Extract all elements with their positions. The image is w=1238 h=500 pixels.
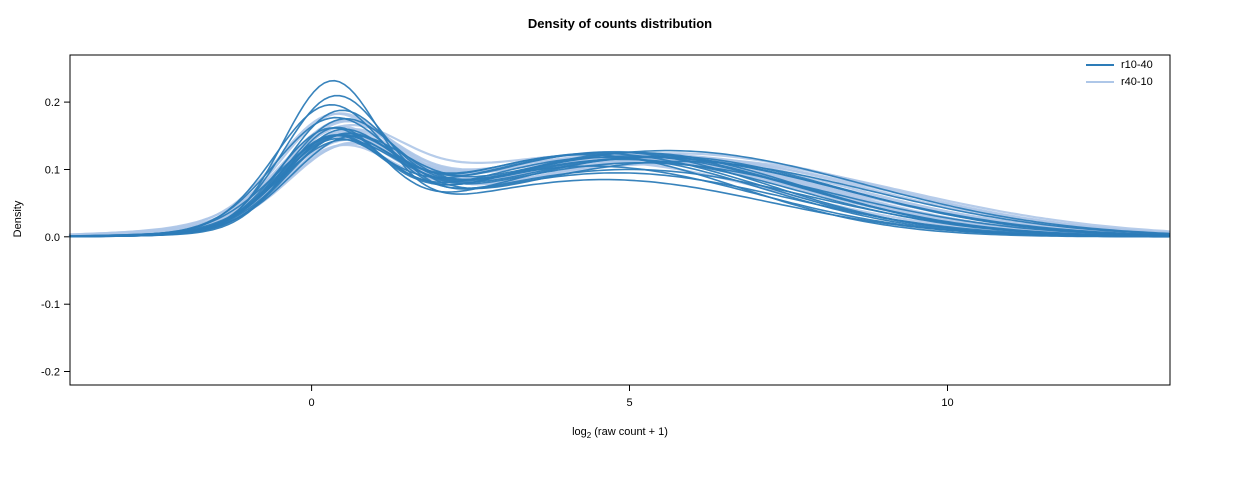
y-tick-label: 0.1 <box>45 165 60 177</box>
density-curve <box>69 137 1170 237</box>
legend-label-r40-10: r40-10 <box>1121 76 1153 88</box>
y-tick-label: 0.0 <box>45 232 60 244</box>
plot-box <box>69 54 1171 386</box>
x-tick-label: 5 <box>626 397 632 409</box>
legend: r10-40 r40-10 <box>1086 58 1153 89</box>
y-tick-label: 0.2 <box>45 97 60 109</box>
density-curve <box>69 116 1170 237</box>
x-axis-label-rest: (raw count + 1) <box>591 426 668 438</box>
x-tick-label: 0 <box>309 397 315 409</box>
y-axis-label: Density <box>12 200 24 238</box>
legend-entry-r10-40: r10-40 <box>1086 58 1153 72</box>
density-curve <box>69 132 1170 238</box>
chart-title: Density of counts distribution <box>527 16 713 31</box>
legend-entry-r40-10: r40-10 <box>1086 75 1153 89</box>
legend-label-r10-40: r10-40 <box>1121 59 1153 71</box>
x-axis-label-sub: 2 <box>586 431 592 441</box>
density-curve <box>69 138 1170 237</box>
x-tick-label: 10 <box>941 397 953 409</box>
y-tick-label: -0.1 <box>41 299 60 311</box>
x-axis-label-base: log <box>572 426 587 438</box>
y-tick-label: -0.2 <box>41 367 60 379</box>
legend-line-swatch-r10-40 <box>1086 64 1114 66</box>
legend-line-swatch-r40-10 <box>1086 81 1114 83</box>
x-axis-label: log2 (raw count + 1) <box>70 426 1170 440</box>
